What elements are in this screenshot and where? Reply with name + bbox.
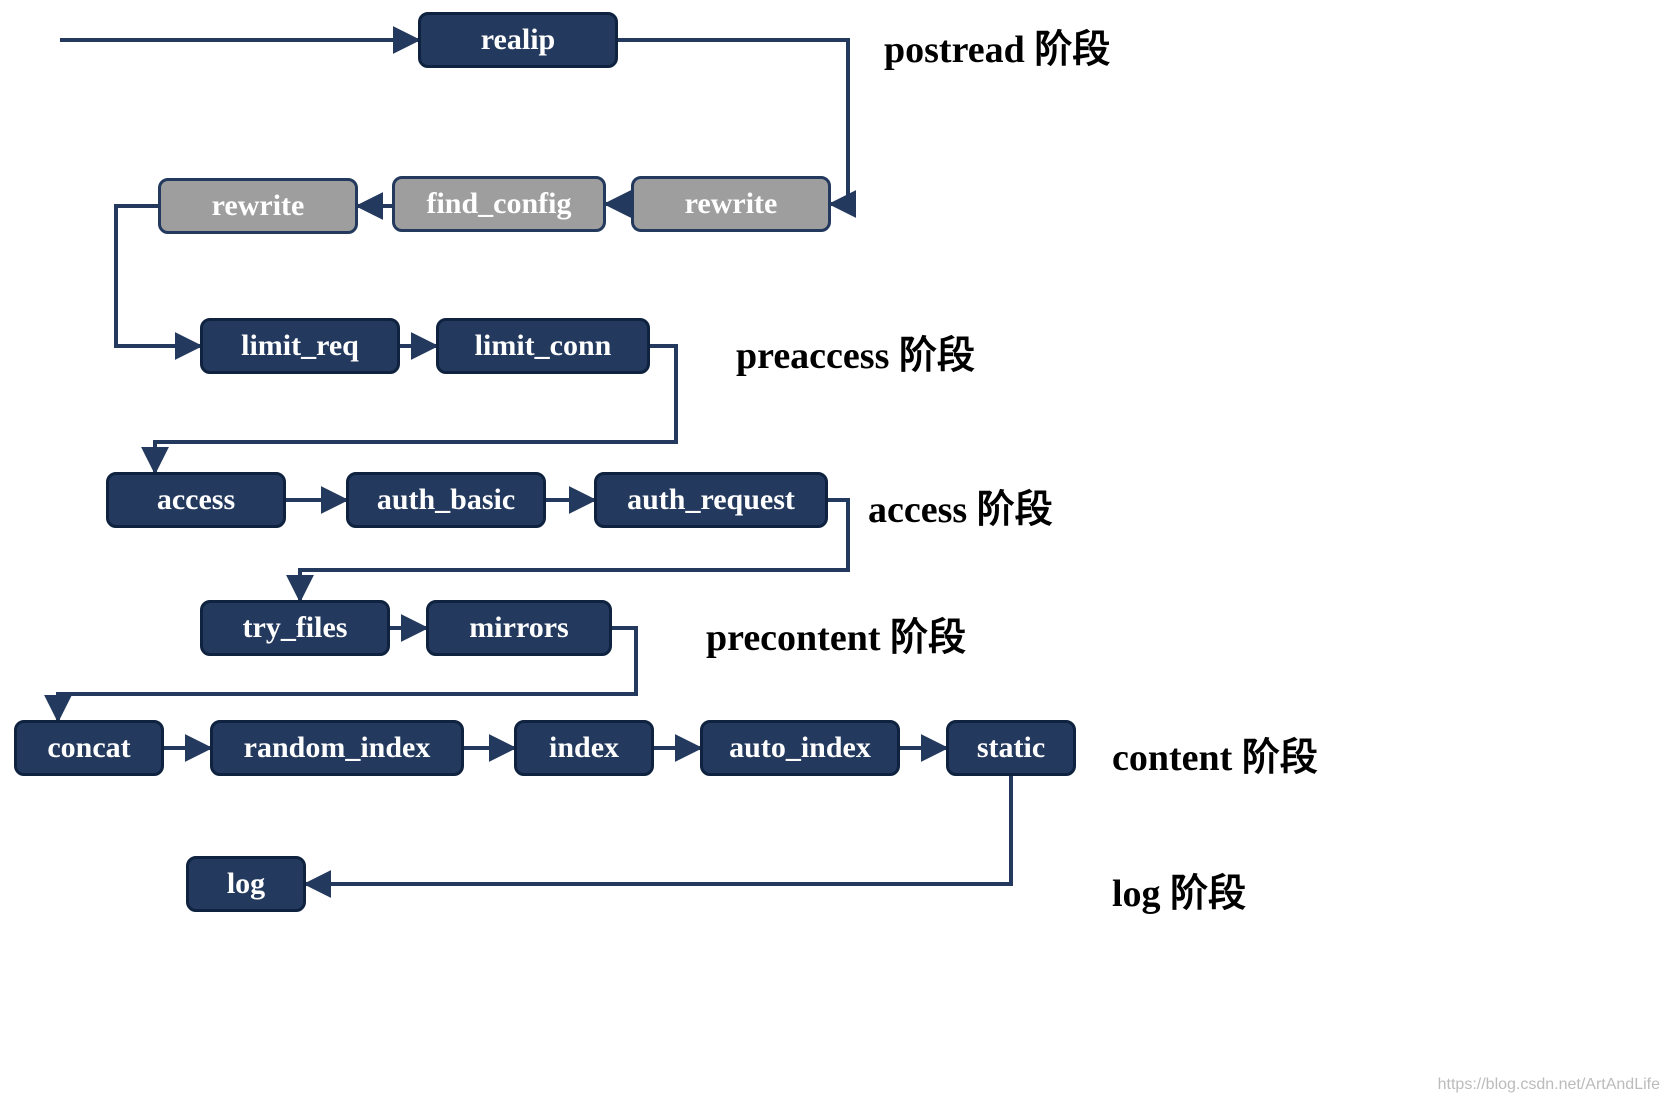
node-auth_request: auth_request: [594, 472, 828, 528]
phase-precontent: precontent 阶段: [706, 606, 966, 661]
node-access: access: [106, 472, 286, 528]
node-concat: concat: [14, 720, 164, 776]
node-auto_index: auto_index: [700, 720, 900, 776]
phase-content: content 阶段: [1112, 726, 1318, 781]
phase-log: log 阶段: [1112, 862, 1246, 917]
diagram-canvas: realip rewrite find_config rewrite limit_req…: [0, 0, 1668, 1098]
node-auth_basic: auth_basic: [346, 472, 546, 528]
node-mirrors: mirrors: [426, 600, 612, 656]
node-rewrite2: rewrite: [158, 178, 358, 234]
node-limit_conn: limit_conn: [436, 318, 650, 374]
phase-access: access 阶段: [868, 478, 1053, 533]
edge-16: [306, 776, 1011, 884]
phase-postread: postread 阶段: [884, 18, 1110, 73]
edges-layer: [0, 0, 1668, 1098]
node-log: log: [186, 856, 306, 912]
watermark: https://blog.csdn.net/ArtAndLife: [1438, 1076, 1660, 1094]
node-rewrite1: rewrite: [631, 176, 831, 232]
node-try_files: try_files: [200, 600, 390, 656]
node-find_config: find_config: [392, 176, 606, 232]
node-index: index: [514, 720, 654, 776]
node-static: static: [946, 720, 1076, 776]
phase-preaccess: preaccess 阶段: [736, 324, 975, 379]
node-realip: realip: [418, 12, 618, 68]
node-random_index: random_index: [210, 720, 464, 776]
node-limit_req: limit_req: [200, 318, 400, 374]
